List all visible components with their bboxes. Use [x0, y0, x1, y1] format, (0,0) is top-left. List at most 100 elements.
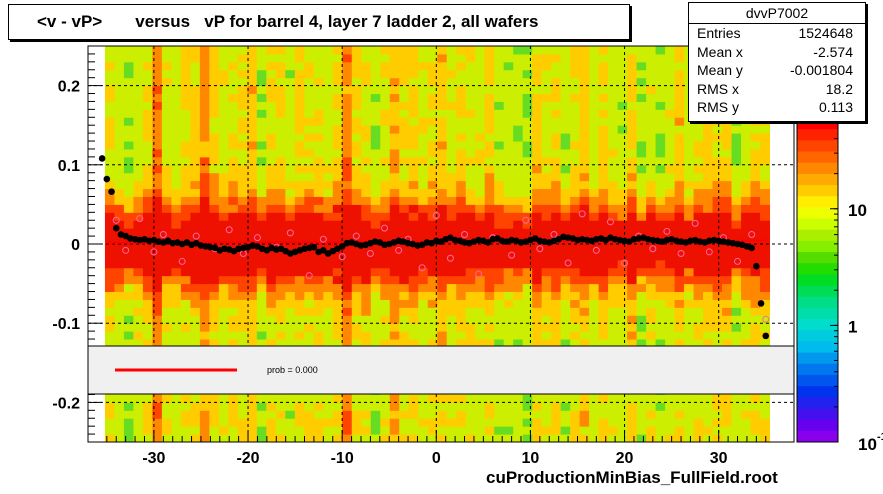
heatmap-cell [114, 283, 125, 293]
heatmap-cell [598, 109, 609, 118]
heatmap-cell [408, 220, 419, 229]
heatmap-cell [370, 331, 381, 340]
heatmap-cell [370, 196, 381, 205]
heatmap-cell [541, 109, 552, 118]
heatmap-cell [133, 77, 144, 87]
heatmap-cell [627, 323, 638, 332]
heatmap-cell [408, 323, 419, 332]
heatmap-cell [513, 267, 524, 277]
heatmap-cell [294, 46, 305, 55]
heatmap-cell [427, 196, 438, 205]
heatmap-cell [636, 410, 647, 419]
heatmap-cell [589, 402, 600, 411]
heatmap-cell [560, 204, 571, 213]
heatmap-cell [123, 85, 134, 95]
heatmap-cell [361, 228, 372, 237]
heatmap-cell [342, 125, 353, 134]
heatmap-cell [142, 228, 153, 237]
heatmap-cell [399, 133, 410, 142]
heatmap-cell [237, 125, 248, 134]
heatmap-cell [161, 291, 172, 300]
heatmap-cell [266, 220, 277, 229]
heatmap-cell [617, 299, 628, 308]
heatmap-cell [399, 299, 410, 308]
heatmap-cell [541, 244, 552, 253]
heatmap-cell [494, 117, 505, 126]
heatmap-cell [570, 307, 581, 316]
heatmap-cell [541, 283, 552, 293]
heatmap-cell [589, 212, 600, 221]
heatmap-cell [731, 172, 742, 182]
heatmap-cell [190, 204, 201, 213]
heatmap-cell [180, 267, 191, 277]
heatmap-cell [133, 117, 144, 126]
heatmap-cell [722, 188, 733, 197]
heatmap-cell [332, 307, 343, 316]
heatmap-cell [655, 251, 666, 261]
heatmap-cell [608, 434, 619, 443]
heatmap-cell [655, 244, 666, 253]
heatmap-cell [408, 188, 419, 197]
heatmap-cell [437, 410, 448, 419]
heatmap-cell [247, 172, 258, 182]
heatmap-cell [389, 307, 400, 316]
heatmap-cell [475, 394, 486, 403]
heatmap-cell [760, 402, 771, 411]
heatmap-cell [294, 196, 305, 205]
heatmap-cell [332, 251, 343, 261]
heatmap-cell [513, 410, 524, 419]
heatmap-cell [627, 291, 638, 300]
heatmap-cell [380, 315, 391, 324]
heatmap-cell [161, 402, 172, 411]
heatmap-cell [437, 228, 448, 237]
heatmap-cell [142, 418, 153, 427]
heatmap-cell [237, 101, 248, 110]
heatmap-cell [560, 283, 571, 293]
heatmap-cell [665, 402, 676, 411]
heatmap-cell [133, 331, 144, 340]
heatmap-cell [750, 283, 761, 293]
colorbar-cell [797, 185, 838, 197]
heatmap-cell [598, 46, 609, 55]
heatmap-cell [608, 259, 619, 269]
heatmap-cell [389, 180, 400, 190]
heatmap-cell [228, 315, 239, 324]
heatmap-cell [760, 394, 771, 403]
heatmap-cell [380, 133, 391, 142]
heatmap-cell [114, 172, 125, 182]
heatmap-cell [142, 220, 153, 229]
heatmap-cell [693, 402, 704, 411]
open-marker [621, 259, 629, 267]
heatmap-cell [475, 434, 486, 443]
heatmap-cell [275, 434, 286, 443]
heatmap-cell [199, 117, 210, 126]
heatmap-cell [304, 196, 315, 205]
heatmap-cell [418, 331, 429, 340]
heatmap-cell [313, 212, 324, 221]
heatmap-cell [266, 259, 277, 269]
heatmap-cell [741, 212, 752, 221]
heatmap-cell [247, 109, 258, 118]
heatmap-cell [427, 418, 438, 427]
heatmap-cell [209, 69, 220, 79]
heatmap-cell [589, 125, 600, 134]
heatmap-cell [646, 148, 657, 158]
heatmap-cell [332, 426, 343, 435]
heatmap-cell [579, 267, 590, 277]
heatmap-cell [247, 46, 258, 55]
heatmap-cell [503, 228, 514, 237]
heatmap-cell [152, 331, 163, 340]
heatmap-cell [418, 188, 429, 197]
heatmap-cell [446, 85, 457, 95]
heatmap-cell [275, 339, 286, 348]
heatmap-cell [142, 148, 153, 158]
heatmap-cell [551, 323, 562, 332]
heatmap-cell [104, 85, 115, 95]
heatmap-cell [560, 339, 571, 348]
heatmap-cell [370, 117, 381, 126]
heatmap-cell [532, 402, 543, 411]
heatmap-cell [465, 212, 476, 221]
heatmap-cell [598, 402, 609, 411]
heatmap-cell [494, 164, 505, 174]
heatmap-cell [142, 244, 153, 253]
